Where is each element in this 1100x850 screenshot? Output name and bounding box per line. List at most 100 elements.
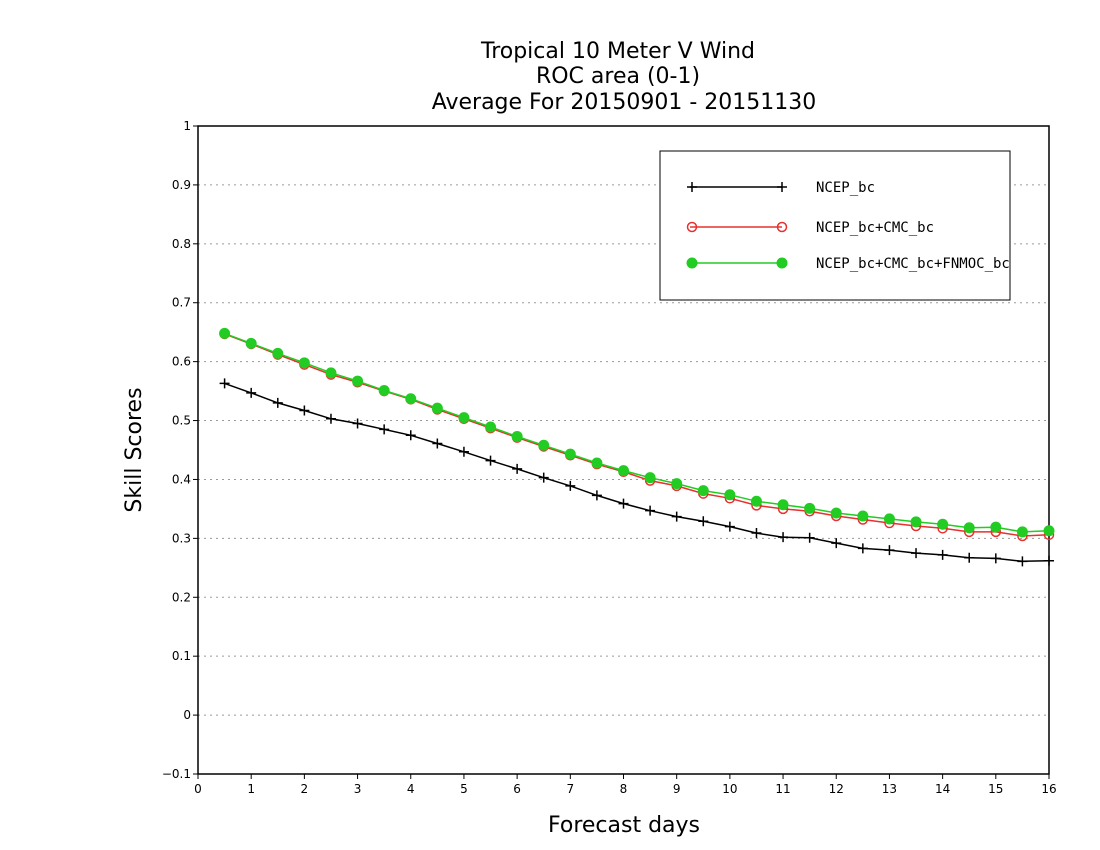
axis-ticks: −0.100.10.20.30.40.50.60.70.80.910 1 2 3 4 5 6… xyxy=(162,119,1057,796)
x-tick-label: 16 xyxy=(1041,782,1056,796)
data-point xyxy=(671,478,683,490)
data-point xyxy=(485,455,496,466)
x-tick-label: 13 xyxy=(882,782,897,796)
y-tick-label: −0.1 xyxy=(162,767,191,781)
data-point xyxy=(804,502,816,514)
data-point xyxy=(485,421,497,433)
legend-label: NCEP_bc xyxy=(816,180,875,196)
x-tick-label: 0 xyxy=(194,782,202,796)
data-point xyxy=(591,490,602,501)
x-tick-label: 12 xyxy=(829,782,844,796)
data-point xyxy=(990,521,1002,533)
data-point xyxy=(751,528,762,539)
data-point xyxy=(618,465,629,477)
data-point xyxy=(644,472,656,484)
y-tick-label: 0.7 xyxy=(172,296,191,310)
data-point xyxy=(830,507,842,519)
plot-frame xyxy=(197,125,1050,775)
legend-marker xyxy=(686,221,698,233)
data-point xyxy=(750,495,762,507)
data-point xyxy=(857,510,869,522)
legend-label: NCEP_bc+CMC_bc+FNMOC_bc xyxy=(816,256,1010,272)
data-point xyxy=(378,385,390,397)
data-point xyxy=(538,439,550,451)
y-tick-label: 0.9 xyxy=(172,178,191,192)
data-point xyxy=(697,485,709,497)
data-point xyxy=(325,413,336,424)
data-point xyxy=(883,513,895,525)
data-point xyxy=(432,438,443,449)
x-tick-label: 15 xyxy=(988,782,1003,796)
y-tick-label: 0.3 xyxy=(172,531,191,545)
x-tick-label: 6 xyxy=(513,782,521,796)
data-point xyxy=(618,498,629,509)
legend-box xyxy=(659,150,1011,301)
legend-marker xyxy=(687,182,697,192)
data-point xyxy=(724,521,735,532)
x-tick-label: 11 xyxy=(775,782,790,796)
data-point xyxy=(884,545,895,556)
data-point xyxy=(272,347,284,359)
data-point xyxy=(963,522,975,534)
data-point xyxy=(1016,526,1028,538)
chart-title-line-3: Average For 20150901 - 20151130 xyxy=(432,90,817,115)
legend-marker xyxy=(777,182,787,192)
y-tick-label: 0.2 xyxy=(172,590,191,604)
y-tick-label: 0.5 xyxy=(172,414,191,428)
x-tick-label: 9 xyxy=(673,782,681,796)
data-point xyxy=(910,516,922,528)
data-point xyxy=(245,337,257,349)
data-point xyxy=(911,548,922,559)
legend-marker xyxy=(776,257,788,269)
y-axis-label: Skill Scores xyxy=(122,387,147,512)
legend-label: NCEP_bc+CMC_bc xyxy=(816,220,934,236)
legend: NCEP_bc NCEP_bc+CMC_bc NCEP_bc+CMC_bc+FNMO… xyxy=(659,150,1011,301)
data-point xyxy=(298,357,310,369)
data-point xyxy=(645,505,656,516)
data-point xyxy=(405,430,416,441)
x-axis-label: Forecast days xyxy=(548,813,700,838)
x-tick-label: 10 xyxy=(722,782,737,796)
data-point xyxy=(272,397,283,408)
data-point xyxy=(1044,555,1054,566)
data-point xyxy=(564,448,576,460)
x-tick-label: 4 xyxy=(407,782,415,796)
data-point xyxy=(352,375,364,387)
x-tick-label: 14 xyxy=(935,782,950,796)
data-point xyxy=(512,463,523,474)
x-tick-label: 8 xyxy=(620,782,628,796)
data-point xyxy=(219,378,230,389)
y-tick-label: 0.6 xyxy=(172,355,191,369)
data-point xyxy=(804,532,815,543)
data-point xyxy=(1017,556,1028,567)
y-tick-label: 1 xyxy=(183,119,191,133)
x-tick-label: 7 xyxy=(566,782,574,796)
data-point xyxy=(352,418,363,429)
data-point xyxy=(405,393,417,405)
data-point xyxy=(325,367,337,379)
data-point xyxy=(778,532,789,543)
data-point xyxy=(219,327,231,339)
data-point xyxy=(458,446,469,457)
data-point xyxy=(379,424,390,435)
data-point xyxy=(990,553,1001,564)
data-point xyxy=(458,412,470,424)
series-3 xyxy=(219,327,1055,538)
x-tick-label: 2 xyxy=(301,782,309,796)
chart-title-line-1: Tropical 10 Meter V Wind xyxy=(480,39,755,64)
y-tick-label: 0.8 xyxy=(172,237,191,251)
legend-marker xyxy=(776,221,788,233)
data-point xyxy=(431,402,443,414)
x-tick-label: 1 xyxy=(247,782,255,796)
y-tick-label: 0 xyxy=(183,708,191,722)
data-point xyxy=(246,387,257,398)
legend-marker xyxy=(686,257,698,269)
data-point xyxy=(538,472,549,483)
data-point xyxy=(964,552,975,563)
data-point xyxy=(299,405,310,416)
data-point xyxy=(777,499,789,511)
data-point xyxy=(1043,525,1055,537)
series-1 xyxy=(219,378,1054,567)
chart-title-line-2: ROC area (0-1) xyxy=(536,64,700,89)
